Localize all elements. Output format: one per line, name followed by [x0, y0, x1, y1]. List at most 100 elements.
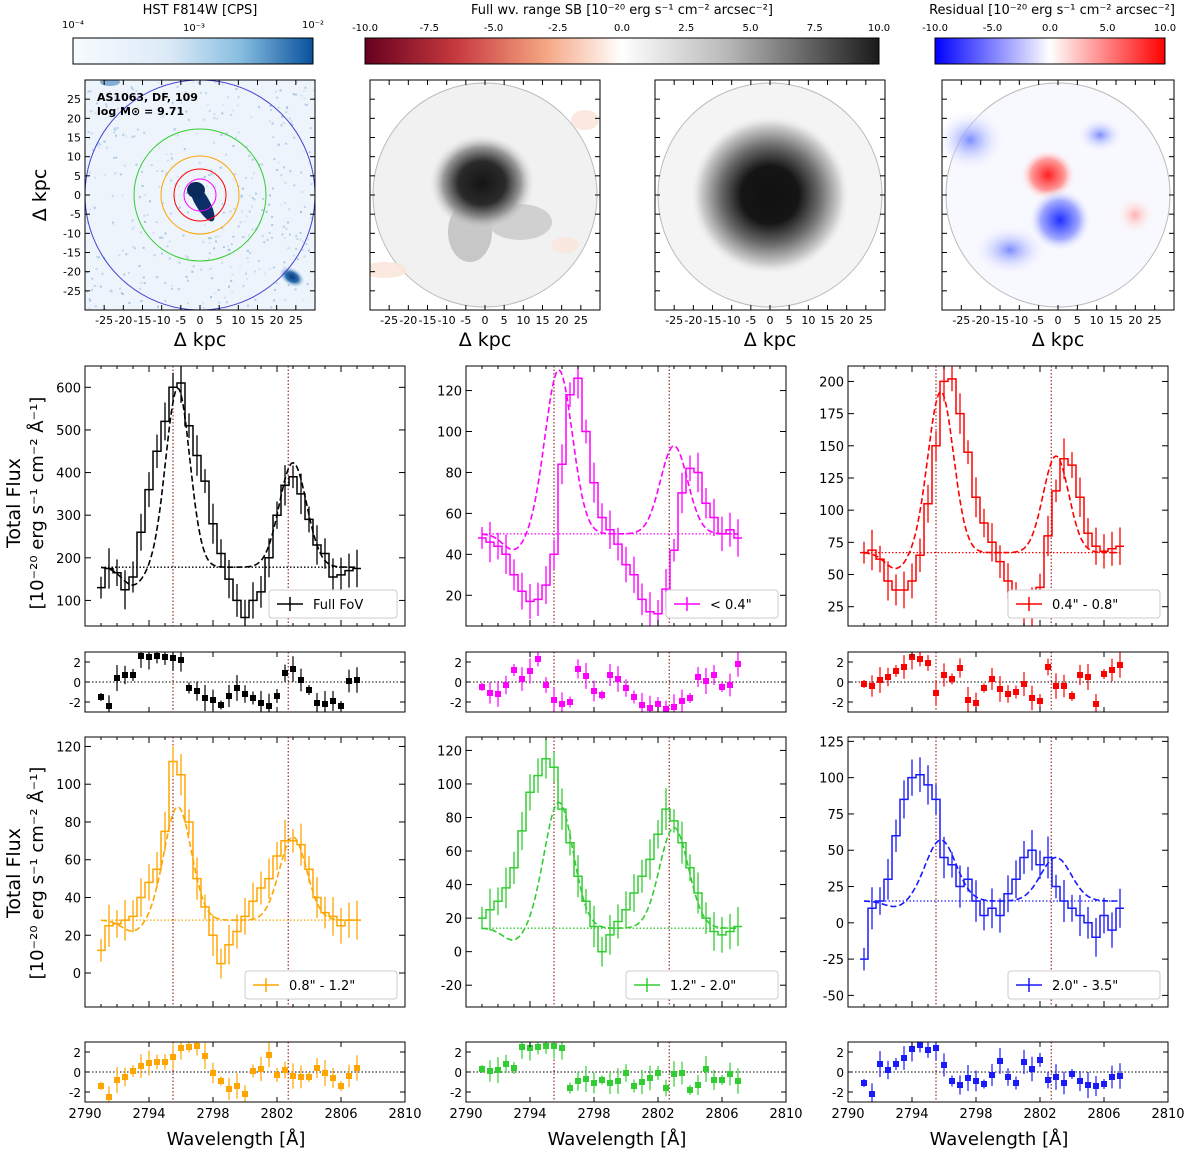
hst-noise-pixel [302, 298, 305, 301]
hst-ytick-label: -5 [70, 208, 81, 221]
hst-noise-pixel [292, 93, 295, 95]
residual-point [1053, 1074, 1059, 1080]
hst-noise-pixel [281, 115, 284, 118]
galaxy-bulge [187, 182, 205, 198]
residual-xtick-label: 2798 [959, 1107, 992, 1122]
colorbar-residual-tick: 5.0 [1100, 23, 1116, 34]
hst-noise-pixel [161, 202, 164, 205]
hst-xtick-label: 0 [197, 314, 204, 327]
hst-noise-pixel [203, 118, 206, 121]
hst-noise-pixel [143, 282, 146, 284]
residual-point [314, 1065, 320, 1071]
hst-noise-pixel [227, 96, 230, 99]
hst-noise-pixel [104, 103, 107, 106]
hst-noise-pixel [166, 159, 169, 162]
legend-label: Full FoV [313, 598, 363, 613]
residual-point [869, 1091, 875, 1097]
hst-noise-pixel [110, 100, 113, 103]
hst-noise-pixel [209, 237, 212, 240]
hst-ytick-label: 0 [74, 189, 81, 202]
residual-map-xtick-label: -5 [1033, 314, 1044, 327]
hst-noise-pixel [288, 208, 291, 211]
sb-map-xtick-label: 0 [482, 314, 489, 327]
spectra-ylabel-units: [10⁻²⁰ erg s⁻¹ cm⁻² Å⁻¹] [26, 397, 48, 610]
hst-noise-pixel [279, 89, 282, 92]
model-map-xtick-label: 20 [840, 314, 854, 327]
hst-noise-pixel [305, 103, 308, 106]
residual-point [711, 1077, 717, 1083]
residual-point [146, 1060, 152, 1066]
residual-point [1005, 691, 1011, 697]
hst-noise-pixel [208, 252, 211, 255]
hst-noise-pixel [305, 243, 308, 246]
hst-noise-pixel [116, 107, 119, 110]
hst-noise-pixel [268, 203, 271, 206]
hst-noise-pixel [236, 104, 239, 107]
residual-point [973, 700, 979, 706]
hst-noise-pixel [258, 268, 261, 271]
spectrum-ytick-label: 50 [827, 844, 844, 859]
residual-xtick-label: 2790 [831, 1107, 864, 1122]
hst-noise-pixel [89, 90, 92, 93]
hst-noise-pixel [225, 301, 228, 304]
spectrum-ytick-label: 500 [56, 424, 81, 439]
residual-map-xtick-label: -10 [1010, 314, 1028, 327]
hst-noise-pixel [299, 238, 302, 241]
hst-noise-pixel [170, 179, 173, 182]
hst-noise-pixel [242, 285, 245, 288]
hst-noise-pixel [231, 273, 234, 276]
hst-noise-pixel [221, 262, 224, 265]
hst-noise-pixel [191, 270, 194, 273]
residual-point [495, 691, 501, 697]
residual-point [250, 695, 256, 701]
spectrum-plot-area [478, 366, 742, 626]
residual-point [989, 1072, 995, 1078]
hst-noise-pixel [210, 277, 213, 280]
residual-point [282, 1067, 288, 1073]
hst-noise-pixel [221, 203, 224, 206]
sb-map-xtick-label: -25 [380, 314, 398, 327]
hst-noise-pixel [283, 166, 285, 169]
hst-noise-pixel [289, 170, 292, 173]
hst-noise-pixel [90, 289, 93, 292]
residual-point [154, 1059, 160, 1065]
hst-noise-pixel [308, 162, 311, 165]
spectrum-ytick-label: 175 [819, 408, 844, 423]
residual-ytick-label: 0 [73, 676, 81, 690]
hst-noise-pixel [141, 171, 143, 173]
hst-noise-pixel [113, 96, 116, 99]
residual-xtick-label: 2802 [1023, 1107, 1056, 1122]
residual-point [130, 672, 136, 678]
hst-ytick-label: -25 [63, 285, 81, 298]
hst-noise-pixel [155, 221, 158, 224]
hst-noise-pixel [94, 176, 96, 179]
residual-map-xtick-label: 10 [1090, 314, 1104, 327]
residual-point [1109, 1074, 1115, 1080]
residual-ytick-label: -2 [450, 1086, 462, 1100]
hst-noise-pixel [105, 105, 108, 108]
residual-point [266, 703, 272, 709]
residual-point [877, 1061, 883, 1067]
hst-noise-pixel [248, 154, 251, 157]
residual-point [218, 702, 224, 708]
hst-noise-pixel [262, 198, 265, 200]
hst-noise-pixel [200, 268, 203, 271]
colorbar-sb-tick: -7.5 [419, 23, 439, 34]
residual-point [106, 1094, 112, 1100]
hst-noise-pixel [286, 107, 288, 110]
hst-noise-pixel [217, 288, 220, 291]
residual-point [527, 1045, 533, 1051]
hst-noise-pixel [221, 227, 224, 230]
hst-noise-pixel [309, 127, 312, 130]
galaxy-mass-label: log M⊙ = 9.71 [97, 105, 184, 118]
residual-point [965, 1075, 971, 1081]
hst-noise-pixel [310, 183, 313, 186]
spectrum-ytick-label: 120 [56, 740, 81, 755]
hst-noise-pixel [131, 228, 134, 231]
hst-noise-pixel [250, 205, 253, 208]
spectrum-ytick-label: 100 [819, 772, 844, 787]
hst-noise-pixel [270, 306, 273, 309]
hst-noise-pixel [276, 169, 279, 172]
hst-noise-pixel [257, 106, 260, 109]
residual-xtick-label: 2802 [641, 1107, 674, 1122]
